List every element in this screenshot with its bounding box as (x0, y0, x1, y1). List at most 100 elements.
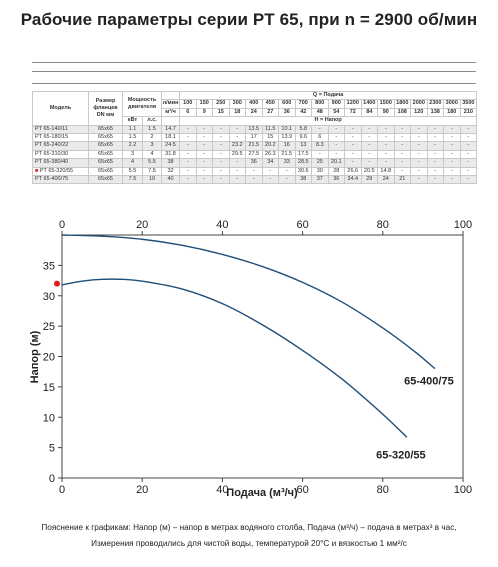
header-q-m3h: 210 (459, 107, 478, 118)
cell-head: - (228, 124, 247, 135)
cell-head: - (212, 158, 230, 168)
y-tick-label: 0 (49, 473, 55, 485)
cell-head: - (195, 175, 214, 185)
note-line-1: Пояснение к графикам: Напор (м) – напор … (41, 523, 457, 532)
header-q-lmin: 1200 (344, 99, 362, 109)
cell-hp: 7.5 (141, 166, 163, 177)
model-name: PT 65-320/55 (39, 167, 74, 174)
table-divider (32, 83, 476, 84)
cell-head: - (344, 141, 362, 151)
y-tick-label: 15 (43, 382, 55, 394)
x-tick-label-top: 20 (136, 219, 148, 231)
cell-head: 13 (294, 141, 313, 151)
x-tick-label: 0 (59, 484, 65, 496)
cell-head: - (195, 149, 214, 160)
cell-head: 38 (294, 175, 313, 185)
x-tick-label-top: 0 (59, 219, 65, 231)
parameters-table: Модель Размер фланцев DN мм Мощность двига… (32, 90, 478, 185)
cell-kw: 3 (122, 149, 143, 160)
selected-model-marker: ■ (35, 167, 40, 174)
header-q-lmin: 3500 (459, 99, 478, 109)
cell-head: - (443, 141, 461, 151)
x-axis-label: Подача (м³/ч) (226, 487, 298, 499)
x-tick-label: 40 (216, 484, 228, 496)
y-tick-label: 30 (43, 291, 55, 303)
header-q-m3h: 54 (327, 107, 346, 118)
header-unit-lmin: л/мин (161, 99, 181, 109)
header-q-lmin: 1400 (360, 99, 379, 109)
header-kw: кВт (122, 116, 143, 126)
cell-head: - (179, 166, 197, 177)
cell-head: 25 (311, 158, 329, 168)
cell-head: - (195, 166, 214, 177)
header-q-lmin: 150 (195, 99, 214, 109)
header-power: Мощность двигателя (121, 90, 163, 118)
cell-head: - (311, 149, 329, 160)
y-axis: 0 5 10 15 20 25 30 35 (43, 260, 62, 485)
header-q-lmin: 100 (179, 99, 197, 109)
cell-head: - (327, 124, 346, 135)
cell-head: - (377, 141, 395, 151)
cell-head: - (261, 166, 280, 177)
cell-head: - (410, 175, 428, 185)
cell-model: PT 65-180/15 (32, 133, 89, 143)
header-q-lmin: 1500 (377, 99, 395, 109)
header-q-lmin: 900 (327, 99, 346, 109)
x-tick-label-top: 60 (296, 219, 308, 231)
x-axis-bottom: 0 20 40 60 80 100 (59, 478, 472, 496)
cell-dn: 65x65 (88, 149, 123, 160)
cell-kw: 2.2 (122, 141, 143, 151)
cell-head: - (212, 141, 230, 151)
cell-head: - (443, 133, 461, 143)
cell-head: - (344, 133, 362, 143)
cell-head: - (426, 175, 445, 185)
cell-head: - (393, 124, 412, 135)
header-q-m3h: 9 (195, 107, 214, 118)
table-row: л/мин 100 150 250 300 400 450 600 700 800 900 1200 1… (33, 99, 478, 109)
cell-head: - (212, 124, 230, 135)
cell-head: - (377, 158, 395, 168)
cell-kw: 4 (122, 158, 143, 168)
cell-head: 16 (278, 141, 296, 151)
cell-head: 17 (245, 133, 263, 143)
cell-head: - (410, 166, 428, 177)
x-tick-label: 60 (296, 484, 308, 496)
cell-head: 21.5 (278, 149, 296, 160)
cell-head: - (393, 158, 412, 168)
header-q-m3h: 27 (261, 107, 280, 118)
performance-chart: 0 20 40 60 80 100 0 20 40 60 80 100 0 5 10 15 20 25 30 35… (29, 219, 472, 499)
cell-head: - (410, 133, 428, 143)
cell-dn: 65x65 (88, 124, 123, 135)
cell-head: 36 (327, 175, 346, 185)
cell-hp: 2 (141, 133, 163, 143)
cell-dn: 65x65 (88, 141, 123, 151)
header-q-lmin: 400 (245, 99, 263, 109)
cell-head: - (360, 133, 379, 143)
x-tick-label: 100 (454, 484, 472, 496)
cell-head: 29 (360, 175, 379, 185)
cell-hp: 3 (141, 141, 163, 151)
cell-head: - (360, 124, 379, 135)
cell-head: 10.1 (278, 124, 296, 135)
header-model: Модель (32, 91, 89, 126)
header-q-lmin: 800 (311, 99, 329, 109)
cell-head: - (410, 124, 428, 135)
model-name: PT 65-180/15 (35, 134, 69, 141)
cell-head: 27.5 (245, 149, 263, 160)
cell-head: - (443, 158, 461, 168)
series-line-65-400-75 (61, 234, 436, 370)
x-tick-label: 20 (136, 484, 148, 496)
model-name: PT 65-310/30 (35, 150, 69, 157)
cell-kw: 5.5 (122, 166, 143, 177)
cell-hp: 5.5 (141, 158, 163, 168)
y-tick-label: 35 (43, 260, 55, 272)
cell-head: 40 (161, 175, 181, 185)
x-tick-label-top: 80 (377, 219, 389, 231)
cell-head: 14.8 (377, 166, 395, 177)
header-q-lmin: 450 (261, 99, 280, 109)
cell-head: - (377, 124, 395, 135)
cell-head: - (443, 166, 461, 177)
cell-head: 21.5 (245, 141, 263, 151)
header-q-m3h: 15 (212, 107, 230, 118)
cell-head: - (426, 158, 445, 168)
